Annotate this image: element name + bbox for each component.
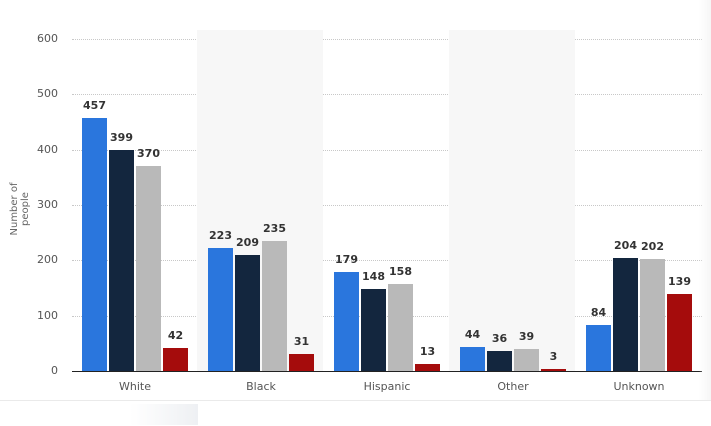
gridline	[72, 315, 702, 317]
bar-black-series-4[interactable]	[289, 353, 314, 371]
data-value-label: 42	[167, 328, 184, 342]
bar-unknown-series-4[interactable]	[667, 294, 692, 371]
x-axis-line	[72, 371, 702, 372]
gridline	[72, 149, 702, 151]
bar-white-series-1[interactable]	[82, 118, 107, 371]
y-tick-label: 500	[37, 87, 58, 101]
gridline	[72, 39, 702, 40]
gridline	[72, 94, 702, 96]
x-tick-label: Unknown	[613, 380, 665, 393]
bar-unknown-series-2[interactable]	[613, 258, 638, 371]
data-value-label: 158	[389, 264, 412, 278]
data-value-label: 223	[209, 228, 232, 242]
data-value-label: 139	[668, 275, 691, 289]
gridline	[72, 205, 702, 206]
data-value-label: 202	[641, 240, 664, 254]
data-value-label: 44	[464, 327, 481, 341]
bar-hispanic-series-1[interactable]	[334, 271, 359, 371]
bar-other-series-1[interactable]	[460, 346, 485, 371]
category-band-other	[449, 30, 575, 372]
data-value-label: 370	[137, 147, 160, 161]
data-value-label: 13	[419, 344, 436, 358]
data-value-label: 36	[491, 332, 508, 346]
y-tick-label: 600	[37, 32, 58, 45]
x-tick-label: Other	[497, 380, 529, 393]
bar-white-series-3[interactable]	[136, 166, 161, 371]
bar-white-series-2[interactable]	[109, 150, 134, 371]
footer-bar	[0, 400, 711, 426]
x-tick-label: White	[119, 380, 151, 393]
data-value-label: 39	[518, 330, 535, 344]
y-tick-label: 0	[51, 364, 58, 377]
bar-black-series-1[interactable]	[208, 247, 233, 371]
data-value-label: 3	[549, 350, 558, 364]
bar-unknown-series-3[interactable]	[640, 259, 665, 371]
bar-unknown-series-1[interactable]	[586, 324, 611, 371]
data-value-label: 84	[590, 305, 607, 319]
bar-black-series-3[interactable]	[262, 240, 287, 371]
data-value-label: 204	[614, 239, 637, 253]
bar-hispanic-series-2[interactable]	[361, 289, 386, 371]
data-value-label: 31	[293, 334, 310, 348]
bar-other-series-4[interactable]	[541, 369, 566, 371]
bar-other-series-2[interactable]	[487, 351, 512, 371]
data-value-label: 148	[362, 270, 385, 284]
gridline	[72, 260, 702, 262]
y-tick-label: 200	[37, 253, 58, 267]
bar-hispanic-series-3[interactable]	[388, 283, 413, 371]
y-tick-label: 400	[37, 142, 58, 156]
right-edge-shadow	[699, 0, 711, 400]
x-tick-label: Hispanic	[363, 380, 411, 393]
data-value-label: 235	[263, 221, 286, 235]
data-value-label: 209	[236, 236, 259, 250]
bar-hispanic-series-4[interactable]	[415, 363, 440, 371]
data-value-label: 179	[335, 252, 358, 266]
bar-other-series-3[interactable]	[514, 349, 539, 371]
data-value-label: 399	[110, 131, 133, 145]
y-tick-label: 300	[37, 198, 58, 211]
y-tick-label: 100	[37, 308, 58, 322]
data-value-label: 457	[83, 99, 106, 113]
bar-white-series-4[interactable]	[163, 347, 188, 371]
bar-black-series-2[interactable]	[235, 255, 260, 371]
footer-fade	[130, 404, 198, 425]
x-tick-label: Black	[246, 380, 276, 393]
